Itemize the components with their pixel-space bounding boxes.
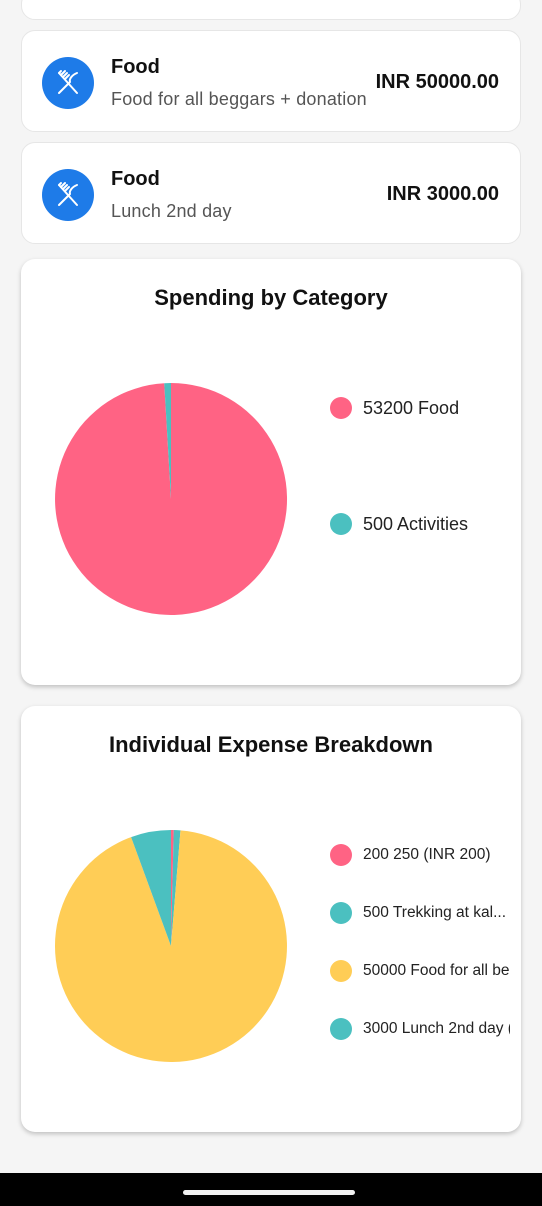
- expense-card[interactable]: Food Lunch 2nd day INR 3000.00: [21, 142, 521, 244]
- fork-knife-icon: [42, 169, 94, 221]
- legend-item[interactable]: 50000 Food for all be: [330, 960, 510, 982]
- pie-slice[interactable]: [131, 830, 171, 946]
- legend-label: 500 Activities: [363, 513, 469, 534]
- legend-label: 500 Trekking at kal...: [363, 904, 507, 921]
- home-gesture-handle[interactable]: [183, 1190, 355, 1195]
- expense-card-partial[interactable]: [21, 0, 521, 20]
- legend-swatch: [330, 960, 352, 982]
- expense-description: Food for all beggars + donation: [111, 89, 367, 109]
- breakdown-pie-chart[interactable]: [54, 829, 288, 1063]
- legend-swatch: [330, 513, 352, 535]
- pie-slice[interactable]: [171, 830, 174, 946]
- legend-item[interactable]: 3000 Lunch 2nd day (: [330, 1018, 510, 1040]
- expense-category: Food: [111, 56, 160, 78]
- expense-description: Lunch 2nd day: [111, 201, 232, 221]
- legend-item[interactable]: 200 250 (INR 200): [330, 844, 491, 866]
- legend-label: 50000 Food for all be: [363, 962, 510, 979]
- legend-label: 200 250 (INR 200): [363, 846, 491, 863]
- spending-by-category-card: Spending by Category 53200 Food 500 Activ…: [21, 259, 521, 685]
- expense-amount: INR 50000.00: [375, 71, 499, 93]
- legend-item[interactable]: 500 Activities: [330, 513, 468, 535]
- expense-card[interactable]: Food Food for all beggars + donation INR…: [21, 30, 521, 132]
- legend-swatch: [330, 902, 352, 924]
- chart-title: Spending by Category: [154, 285, 388, 310]
- pie-slice[interactable]: [171, 830, 181, 946]
- system-navigation-bar: [0, 1173, 542, 1206]
- category-legend: 53200 Food 500 Activities: [330, 389, 510, 689]
- pie-slice[interactable]: [55, 383, 288, 615]
- fork-knife-icon: [42, 57, 94, 109]
- legend-swatch: [330, 397, 352, 419]
- chart-title: Individual Expense Breakdown: [109, 732, 433, 757]
- breakdown-legend: 200 250 (INR 200) 500 Trekking at kal... 5…: [330, 836, 510, 1136]
- expense-amount: INR 3000.00: [386, 183, 499, 205]
- legend-item[interactable]: 500 Trekking at kal...: [330, 902, 506, 924]
- expense-category: Food: [111, 168, 160, 190]
- legend-label: 3000 Lunch 2nd day (: [363, 1020, 510, 1037]
- pie-slice[interactable]: [54, 830, 287, 1063]
- legend-label: 53200 Food: [363, 397, 460, 418]
- category-pie-chart[interactable]: [54, 382, 288, 616]
- pie-slice[interactable]: [164, 383, 171, 499]
- legend-swatch: [330, 1018, 352, 1040]
- expense-breakdown-card: Individual Expense Breakdown 200 250 (IN…: [21, 706, 521, 1132]
- legend-swatch: [330, 844, 352, 866]
- legend-item[interactable]: 53200 Food: [330, 397, 459, 419]
